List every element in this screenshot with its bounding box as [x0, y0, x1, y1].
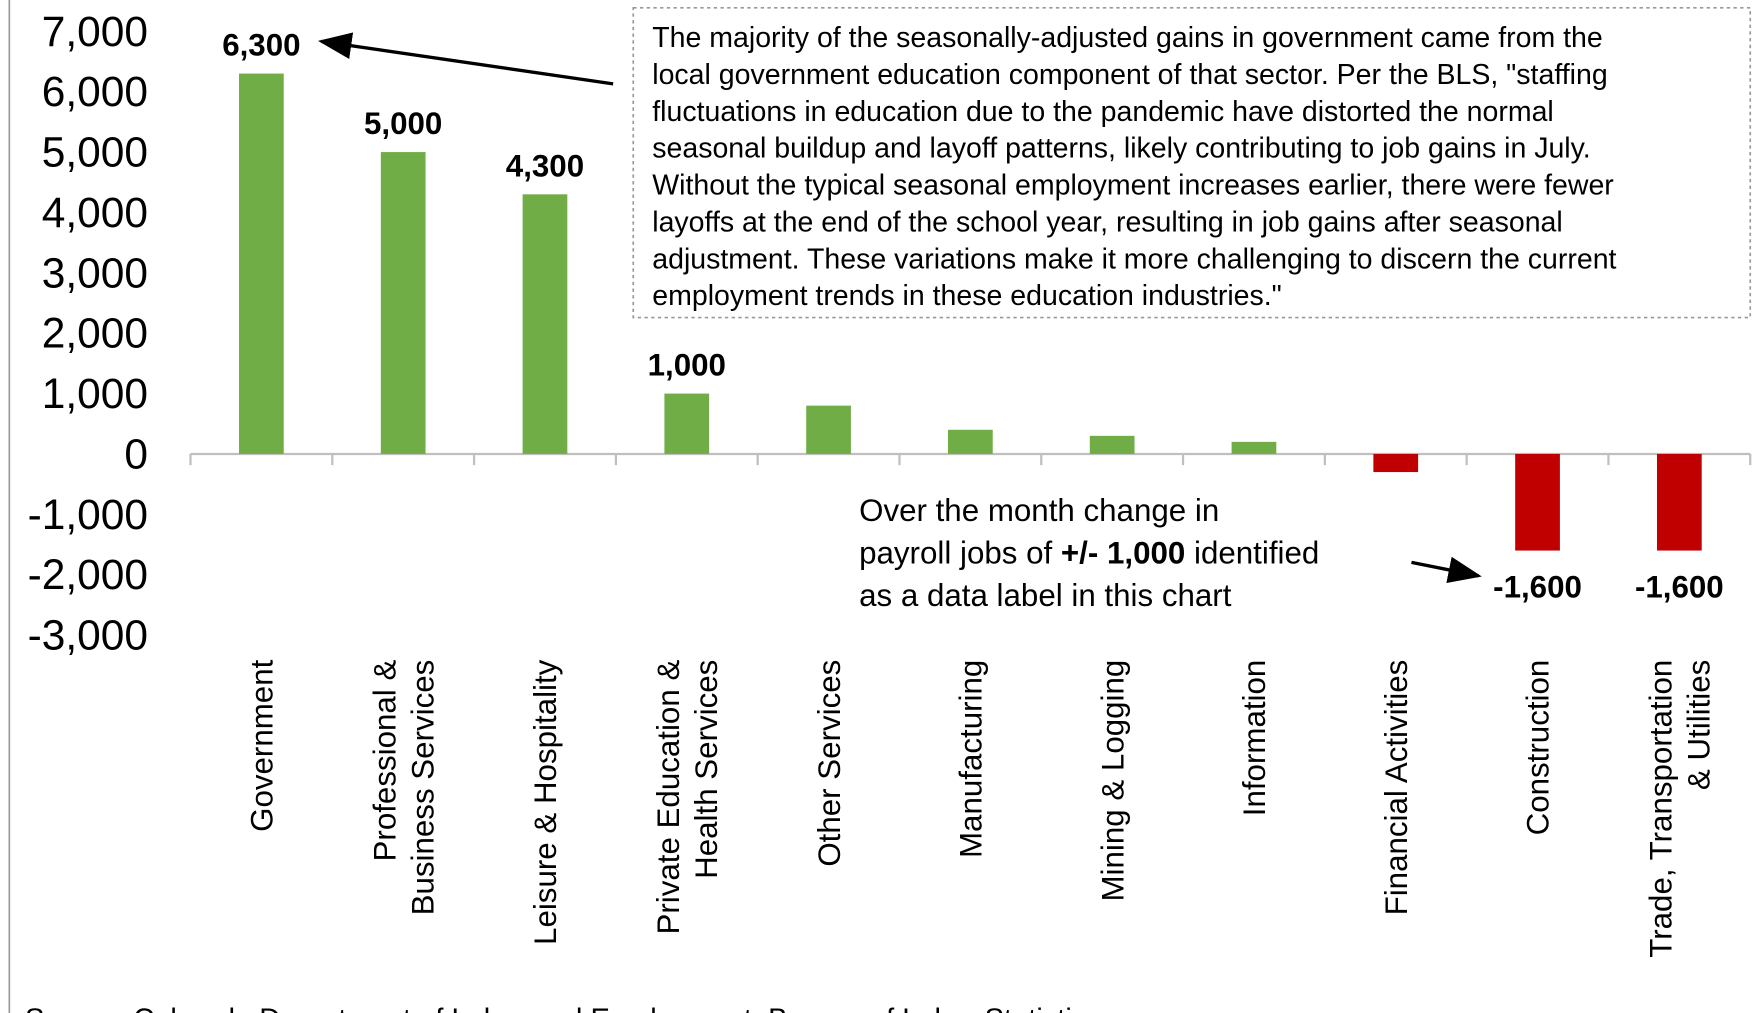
- note-text: identified: [1185, 536, 1319, 571]
- bar: [1373, 453, 1419, 473]
- annotation-box: [632, 6, 1752, 319]
- x-tick-label: Private Education & Health Services: [651, 660, 724, 935]
- note: Over the month change in payroll jobs of…: [859, 493, 1319, 613]
- y-tick-label: 4,000: [42, 190, 148, 237]
- y-tick-label: 1,000: [42, 371, 148, 418]
- x-tick-label: Mining & Logging: [1095, 660, 1130, 902]
- data-label: 5,000: [364, 106, 442, 141]
- bar: [380, 152, 426, 454]
- x-tick-label-line: Leisure & Hospitality: [528, 659, 563, 945]
- bar: [1515, 453, 1560, 551]
- data-label: 1,000: [648, 348, 726, 383]
- x-tick-label-line: Manufacturing: [954, 660, 989, 858]
- x-tick-label: Government: [245, 659, 280, 832]
- arrow: [317, 32, 614, 86]
- note-line: Over the month change in: [859, 493, 1219, 528]
- bar: [806, 405, 851, 454]
- annotation-line: Without the typical seasonal employment …: [652, 170, 1614, 202]
- y-tick-label: 3,000: [42, 250, 148, 297]
- note-text: payroll jobs of: [859, 536, 1061, 571]
- note-bold: +/- 1,000: [1061, 536, 1185, 571]
- x-tick-label-line: Private Education &: [651, 660, 686, 935]
- x-tick-label-line: & Utilities: [1682, 660, 1717, 790]
- note-line: payroll jobs of +/- 1,000 identified: [859, 536, 1319, 571]
- data-label: 4,300: [506, 148, 584, 183]
- y-tick-label: 2,000: [42, 311, 148, 358]
- arrow: [1411, 556, 1482, 584]
- x-tick-label-line: Mining & Logging: [1095, 660, 1130, 902]
- x-tick-label-line: Financial Activities: [1379, 660, 1414, 916]
- bar: [522, 194, 568, 454]
- annotation-line: layoffs at the end of the school year, r…: [652, 206, 1562, 238]
- x-tick-label-line: Information: [1237, 660, 1272, 817]
- y-tick-label: 6,000: [42, 69, 148, 116]
- note-line: as a data label in this chart: [859, 578, 1232, 613]
- x-tick-label-line: Construction: [1521, 660, 1556, 836]
- y-tick-label: 5,000: [42, 130, 148, 177]
- x-tick-label: Information: [1237, 660, 1272, 817]
- y-tick-label: -3,000: [28, 613, 148, 660]
- annotation-line: fluctuations in education due to the pan…: [652, 96, 1553, 128]
- data-label: 6,300: [222, 28, 300, 63]
- x-tick-label: Professional & Business Services: [367, 660, 440, 916]
- y-tick-label: 0: [124, 431, 148, 478]
- x-tick-label-line: Health Services: [689, 660, 724, 879]
- x-tick-label: Financial Activities: [1379, 660, 1414, 916]
- x-tick-label-line: Trade, Transportation: [1644, 660, 1679, 958]
- annotation-line: The majority of the seasonally-adjusted …: [652, 22, 1602, 54]
- source: Source: Colorado Department of Labor and…: [25, 1004, 1101, 1013]
- y-tick-label: -2,000: [28, 552, 148, 599]
- y-tick-label: -1,000: [28, 492, 148, 539]
- x-tick-label: Other Services: [812, 660, 847, 867]
- x-tick-label: Manufacturing: [954, 660, 989, 858]
- x-tick-label: Construction: [1521, 660, 1556, 836]
- y-tick-label: 7,000: [42, 9, 148, 56]
- bar: [1089, 435, 1135, 454]
- x-tick-label: Leisure & Hospitality: [528, 659, 563, 945]
- annotation-line: adjustment. These variations make it mor…: [652, 243, 1616, 275]
- x-tick-label-line: Business Services: [405, 660, 440, 916]
- annotation-line: seasonal buildup and layoff patterns, li…: [652, 133, 1590, 165]
- bar: [1656, 453, 1702, 551]
- annotation-line: local government education component of …: [652, 59, 1607, 91]
- bar: [947, 429, 993, 454]
- x-tick-label-line: Other Services: [812, 660, 847, 867]
- bar: [1231, 441, 1277, 454]
- bar: [664, 393, 710, 454]
- x-tick-label-line: Professional &: [367, 660, 402, 862]
- x-tick-label: Trade, Transportation & Utilities: [1644, 660, 1717, 958]
- x-tick-label-line: Government: [245, 659, 280, 832]
- bar: [239, 73, 284, 454]
- data-label: -1,600: [1493, 570, 1582, 605]
- annotation-line: employment trends in these education ind…: [652, 280, 1282, 312]
- data-label: -1,600: [1635, 570, 1724, 605]
